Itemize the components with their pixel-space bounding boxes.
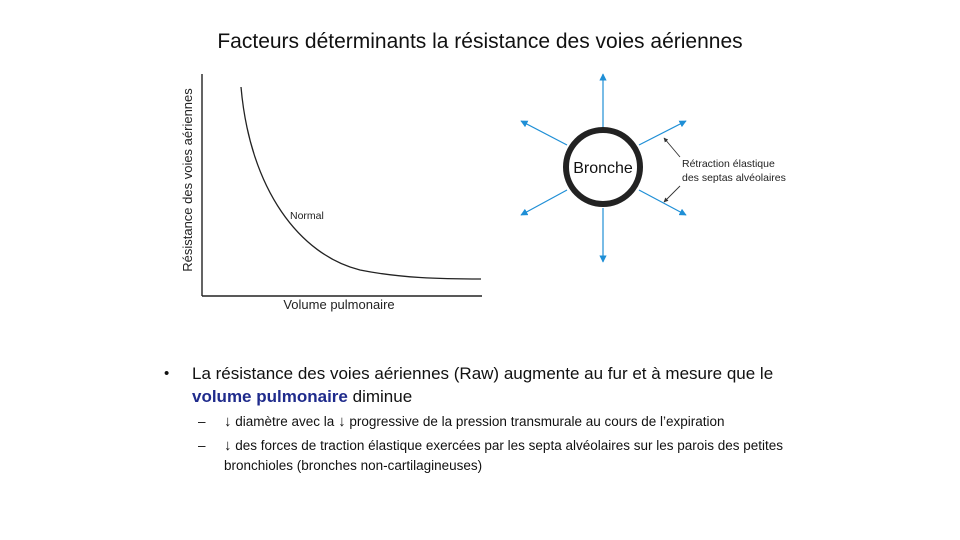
slide-title: Facteurs déterminants la résistance des … — [217, 30, 743, 53]
sub-bullet-2: – ↓ des forces de traction élastique exe… — [162, 436, 822, 476]
down-arrow-icon: ↓ — [224, 413, 232, 430]
bronchus-ring — [563, 127, 643, 207]
sub-bullet-1-text-b: progressive de la pression transmurale a… — [349, 414, 725, 429]
traction-arrow-upper-left — [520, 120, 568, 146]
annotation-line-2: des septas alvéolaires — [682, 172, 786, 184]
bullet-main-highlight: volume pulmonaire — [192, 387, 348, 406]
annotation-pointer-upper — [663, 137, 681, 158]
sub-bullet-2-text: des forces de traction élastique exercée… — [224, 438, 784, 473]
curve-label: Normal — [290, 210, 324, 222]
traction-arrow-lower-right — [638, 189, 687, 216]
sub-bullet-dash: – — [198, 438, 206, 453]
bullet-main-text-2: diminue — [352, 387, 413, 406]
bullet-list: • La résistance des voies aériennes (Raw… — [162, 362, 822, 476]
bronchus-label: Bronche — [573, 160, 633, 177]
annotation-line-1: Rétraction élastique — [682, 158, 775, 170]
x-axis-label: Volume pulmonaire — [283, 297, 394, 312]
down-arrow-icon: ↓ — [338, 413, 346, 430]
traction-arrow-lower-left — [520, 189, 568, 216]
resistance-graph: Normal Volume pulmonaire Résistance des … — [180, 74, 482, 312]
sub-bullet-dash: – — [198, 414, 206, 429]
bullet-main-text-1: La résistance des voies aériennes (Raw) … — [192, 364, 774, 383]
traction-arrow-upper-right — [638, 120, 687, 146]
y-axis-label: Résistance des voies aériennes — [180, 88, 195, 272]
down-arrow-icon: ↓ — [224, 437, 232, 454]
sub-bullet-1: – ↓ diamètre avec la ↓ progressive de la… — [162, 412, 822, 432]
bullet-main: • La résistance des voies aériennes (Raw… — [162, 362, 822, 408]
bronchus-diagram: Bronche Rétraction élastique des septas … — [520, 73, 786, 263]
resistance-curve — [240, 86, 482, 280]
annotation-pointer-lower — [663, 185, 681, 203]
sub-bullet-1-text-a: diamètre avec la — [235, 414, 335, 429]
bullet-dot: • — [164, 365, 170, 382]
